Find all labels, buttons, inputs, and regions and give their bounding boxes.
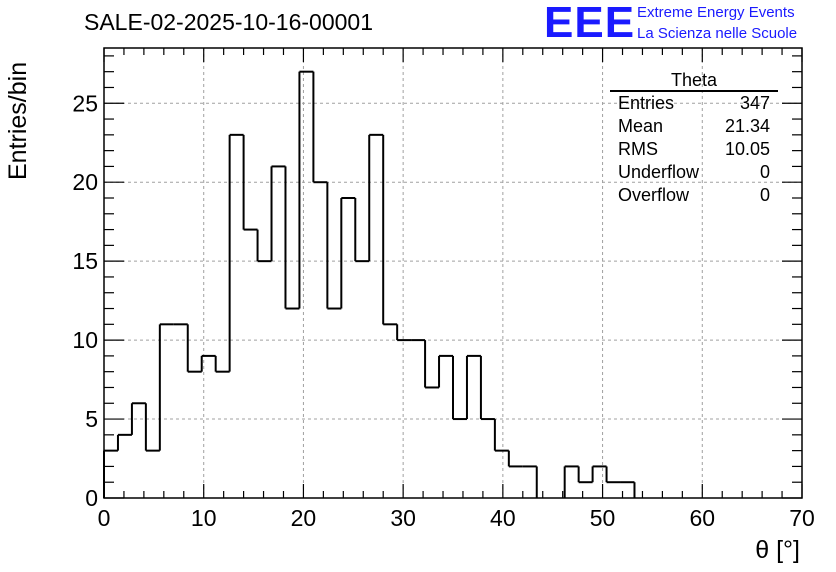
x-axis-label: θ [°]	[755, 536, 800, 564]
stats-value: 0	[759, 162, 770, 182]
y-tick-label: 25	[72, 90, 98, 116]
y-axis-label: Entries/bin	[4, 61, 32, 180]
x-tick-label: 40	[490, 505, 516, 531]
stats-row-mean: Mean 21.34	[610, 115, 778, 138]
logo-line-2: La Scienza nelle Scuole	[637, 25, 798, 42]
stats-value: 347	[739, 93, 770, 113]
stats-label: Mean	[618, 116, 664, 136]
x-tick-label: 0	[98, 505, 111, 531]
stats-row-overflow: Overflow 0	[610, 184, 778, 207]
x-tick-label: 60	[689, 505, 715, 531]
stats-label: Entries	[618, 93, 675, 113]
stats-title: Theta	[610, 70, 778, 92]
x-tick-label: 70	[789, 505, 815, 531]
stats-label: Overflow	[618, 185, 690, 205]
x-tick-label: 10	[191, 505, 217, 531]
stats-row-rms: RMS 10.05	[610, 138, 778, 161]
y-tick-label: 5	[85, 406, 98, 432]
stats-box: Theta Entries 347 Mean 21.34 RMS 10.05 U…	[610, 70, 778, 207]
x-tick-label: 30	[390, 505, 416, 531]
plot-frame	[103, 47, 803, 499]
stats-value: 0	[759, 185, 770, 205]
y-tick-label: 15	[72, 248, 98, 274]
y-tick-label: 0	[85, 485, 98, 511]
x-tick-label: 20	[291, 505, 317, 531]
stats-value: 21.34	[724, 116, 770, 136]
run-title: SALE-02-2025-10-16-00001	[84, 9, 373, 35]
stats-label: RMS	[618, 139, 658, 159]
stats-row-underflow: Underflow 0	[610, 161, 778, 184]
stats-label: Underflow	[618, 162, 700, 182]
logo-line-1: Extreme Energy Events	[637, 4, 795, 21]
x-tick-label: 50	[590, 505, 616, 531]
stats-value: 10.05	[724, 139, 770, 159]
eee-logo: EEE	[544, 0, 636, 47]
stats-row-entries: Entries 347	[610, 92, 778, 115]
y-tick-label: 20	[72, 169, 98, 195]
y-tick-label: 10	[72, 327, 98, 353]
